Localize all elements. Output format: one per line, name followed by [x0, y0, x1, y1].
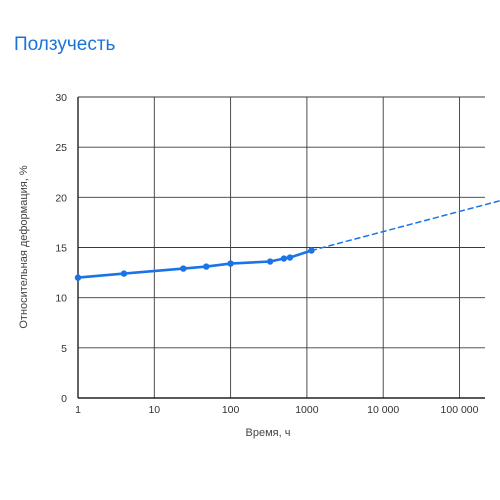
chart-series: [74, 199, 500, 281]
series-line-extrapolation: [310, 199, 500, 252]
data-point: [280, 255, 288, 262]
x-axis-label: Время, ч: [246, 427, 291, 439]
data-point: [227, 260, 234, 267]
data-point: [203, 263, 210, 270]
page-title: Ползучесть: [14, 34, 116, 55]
y-tick-label: 15: [55, 243, 67, 255]
y-tick-label: 20: [55, 192, 67, 204]
x-tick-label: 100: [222, 404, 240, 416]
y-tick-label: 5: [61, 343, 67, 355]
x-tick-label: 1: [75, 404, 81, 416]
y-tick-label: 0: [61, 393, 67, 405]
chart-grid: [78, 96, 485, 398]
series-line-measured: [76, 249, 313, 279]
y-tick-label: 30: [55, 92, 67, 104]
y-tick-label: 10: [55, 293, 67, 305]
y-tick-labels: 0 5 10 15 20 25 30: [55, 92, 67, 405]
data-point: [120, 270, 128, 277]
data-point: [286, 254, 294, 261]
x-tick-label: 100 000: [441, 404, 479, 416]
x-tick-label: 10 000: [367, 404, 399, 416]
x-tick-label: 1000: [295, 404, 319, 416]
x-tick-labels: 1 10 100 1000 10 000 100 000: [75, 404, 479, 416]
chart-axes: [77, 97, 485, 399]
data-point: [74, 274, 82, 281]
y-axis-label: Относительная деформация, %: [18, 165, 30, 328]
data-point: [180, 265, 187, 272]
data-point: [266, 258, 274, 265]
y-tick-label: 25: [55, 142, 67, 154]
x-tick-label: 10: [148, 404, 160, 416]
